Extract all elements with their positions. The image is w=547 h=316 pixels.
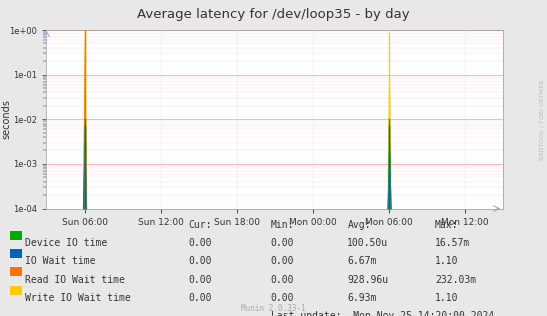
- Text: Average latency for /dev/loop35 - by day: Average latency for /dev/loop35 - by day: [137, 8, 410, 21]
- Text: RRDTOOL / TOBI OETIKER: RRDTOOL / TOBI OETIKER: [539, 80, 544, 161]
- Text: Write IO Wait time: Write IO Wait time: [25, 293, 131, 303]
- Text: 6.93m: 6.93m: [347, 293, 377, 303]
- Text: 0.00: 0.00: [189, 293, 212, 303]
- Text: IO Wait time: IO Wait time: [25, 256, 96, 266]
- Text: 232.03m: 232.03m: [435, 275, 476, 285]
- Text: 0.00: 0.00: [271, 275, 294, 285]
- Text: 1.10: 1.10: [435, 256, 458, 266]
- Text: 100.50u: 100.50u: [347, 238, 388, 248]
- Text: Min:: Min:: [271, 220, 294, 230]
- Y-axis label: seconds: seconds: [2, 99, 12, 139]
- Text: 0.00: 0.00: [189, 256, 212, 266]
- Text: 0.00: 0.00: [271, 238, 294, 248]
- Text: Avg:: Avg:: [347, 220, 371, 230]
- Text: Munin 2.0.33-1: Munin 2.0.33-1: [241, 304, 306, 313]
- Text: Read IO Wait time: Read IO Wait time: [25, 275, 125, 285]
- Text: Device IO time: Device IO time: [25, 238, 107, 248]
- Text: 0.00: 0.00: [271, 293, 294, 303]
- Text: 0.00: 0.00: [189, 275, 212, 285]
- Text: 6.67m: 6.67m: [347, 256, 377, 266]
- Text: 16.57m: 16.57m: [435, 238, 470, 248]
- Text: 0.00: 0.00: [271, 256, 294, 266]
- Text: 1.10: 1.10: [435, 293, 458, 303]
- Text: Max:: Max:: [435, 220, 458, 230]
- Text: 928.96u: 928.96u: [347, 275, 388, 285]
- Text: Last update:  Mon Nov 25 14:20:00 2024: Last update: Mon Nov 25 14:20:00 2024: [271, 311, 494, 316]
- Text: 0.00: 0.00: [189, 238, 212, 248]
- Text: Cur:: Cur:: [189, 220, 212, 230]
